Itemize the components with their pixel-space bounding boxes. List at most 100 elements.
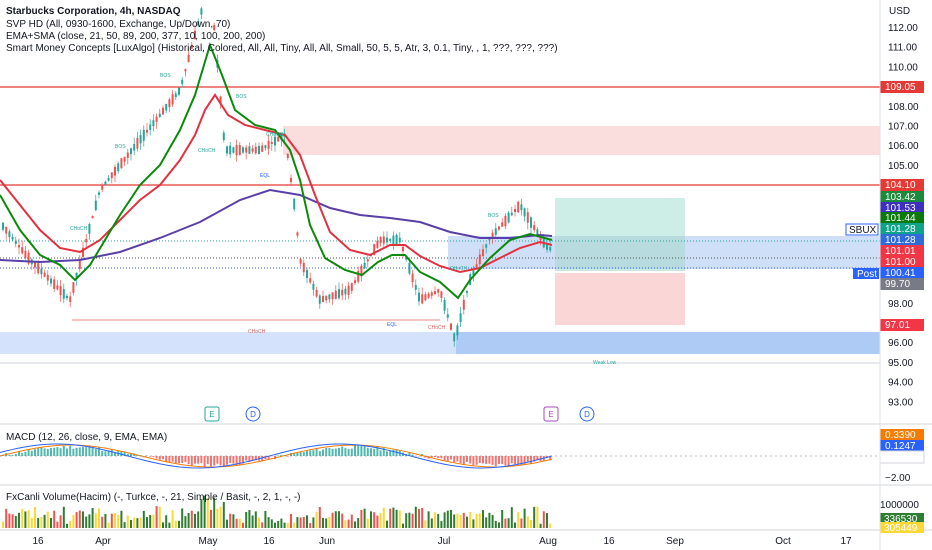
candle-body <box>325 295 328 301</box>
volume-bar <box>334 511 337 528</box>
price-tag[interactable]: 104.10 <box>880 179 924 191</box>
candle-body <box>27 252 30 264</box>
candle-body <box>494 228 497 235</box>
volume-bar <box>50 517 52 528</box>
price-tag[interactable]: 101.01 <box>880 245 924 257</box>
macd-bar <box>386 451 388 456</box>
price-tag-bg <box>880 256 924 268</box>
volume-bar <box>277 520 280 528</box>
price-tag-text: 97.01 <box>885 320 910 331</box>
macd-bar <box>376 446 379 456</box>
candle-body <box>520 204 523 211</box>
candle-body <box>312 283 315 290</box>
price-tag-bg <box>880 202 924 214</box>
price-tag[interactable]: 100.41 <box>880 267 924 279</box>
time-tick-label: 16 <box>263 536 275 547</box>
price-tag[interactable]: 101.00 <box>880 256 924 268</box>
earnings-marker[interactable]: E <box>543 406 559 422</box>
price-tag[interactable]: 97.01 <box>880 319 924 331</box>
macd-value-tag[interactable]: 0.1247 <box>880 440 924 452</box>
candle-body <box>235 144 238 156</box>
candle-body <box>43 272 46 277</box>
volume-bar <box>440 521 443 528</box>
candle-body <box>462 299 465 310</box>
volume-bar <box>354 521 356 528</box>
price-tag[interactable]: 101.44 <box>880 212 924 224</box>
candle-body <box>117 163 120 172</box>
volume-bar <box>114 512 116 528</box>
volume-bar <box>123 522 126 528</box>
macd-bar <box>277 455 280 456</box>
macd-bar <box>21 452 24 456</box>
macd-bar <box>62 445 65 456</box>
macd-value-tag[interactable]: 0.3390 <box>880 429 924 441</box>
dividend-marker[interactable]: D <box>579 406 595 422</box>
dividend-marker[interactable]: D <box>245 406 261 422</box>
volume-bar <box>322 517 324 528</box>
marker-frame <box>579 406 595 422</box>
earnings-marker[interactable]: E <box>204 406 220 422</box>
candle-body <box>85 238 88 243</box>
volume-title[interactable]: FxCanli Volume(Hacim) (-, Turkce, -, 21,… <box>6 492 301 503</box>
smc-bos-label: BOS <box>236 94 247 100</box>
candle-body <box>536 229 539 237</box>
candle-body <box>411 273 414 282</box>
price-tag[interactable]: 109.05 <box>880 81 924 93</box>
price-tag-text: 104.10 <box>885 180 916 191</box>
volume-bar <box>306 515 308 528</box>
legend-symbol[interactable]: Starbucks Corporation, 4h, NASDAQ <box>6 6 181 17</box>
candle-body <box>110 172 113 179</box>
macd-bar <box>373 448 376 456</box>
candle-body <box>126 152 129 158</box>
macd-bar <box>59 448 62 456</box>
candle-body <box>46 274 49 281</box>
candle-body <box>539 235 542 241</box>
volume-bar <box>261 522 264 528</box>
volume-bar <box>78 510 81 528</box>
price-tick-label: 94.00 <box>888 378 913 389</box>
macd-signal-line <box>0 444 553 468</box>
candle-body <box>158 113 161 117</box>
macd-value-tag[interactable]: −0.2144 <box>879 450 925 464</box>
candle-body <box>274 136 276 146</box>
time-tick-label: 17 <box>840 536 852 547</box>
legend-svp[interactable]: SVP HD (All, 0930-1600, Exchange, Up/Dow… <box>6 19 231 30</box>
candle-body <box>357 270 360 282</box>
symbol-tag[interactable]: SBUX <box>845 223 879 236</box>
candle-body <box>315 289 318 297</box>
macd-bar <box>11 455 14 456</box>
candle-body <box>338 289 340 299</box>
candle-body <box>459 313 462 322</box>
macd-bar <box>440 456 443 459</box>
legend-smc[interactable]: Smart Money Concepts [LuxAlgo] (Historic… <box>6 43 558 54</box>
volume-bar <box>226 519 228 528</box>
volume-bar <box>27 510 30 528</box>
legend-ema-sma[interactable]: EMA+SMA (close, 21, 50, 89, 200, 377, 10… <box>6 31 266 42</box>
price-tag[interactable]: 101.28 <box>880 234 924 246</box>
candle-body <box>50 278 52 284</box>
candle-body <box>267 140 270 149</box>
volume-value-tag[interactable]: 336530 <box>880 513 924 525</box>
candle-body <box>5 226 8 234</box>
volume-value-tag[interactable]: 305449 <box>880 522 924 534</box>
volume-bar <box>434 512 436 528</box>
macd-bar <box>453 456 456 463</box>
marker-letter: D <box>250 410 256 419</box>
volume-bar <box>46 511 49 528</box>
candle-body <box>130 148 132 155</box>
post-tag[interactable]: Post <box>853 268 879 280</box>
price-tag[interactable]: 101.53 <box>880 202 924 214</box>
time-tick-label: Jul <box>438 536 451 547</box>
price-tag[interactable]: 99.70 <box>880 278 924 290</box>
candle-body <box>174 93 177 98</box>
volume-bar <box>91 508 94 528</box>
price-tag[interactable]: 103.42 <box>880 191 924 203</box>
macd-title[interactable]: MACD (12, 26, close, 9, EMA, EMA) <box>6 432 168 443</box>
volume-bar <box>14 516 17 528</box>
macd-bar <box>261 456 264 462</box>
macd-bar <box>78 447 81 456</box>
price-tag[interactable]: 101.28 <box>880 223 924 235</box>
volume-bar <box>248 510 251 528</box>
volume-bar <box>318 506 321 528</box>
